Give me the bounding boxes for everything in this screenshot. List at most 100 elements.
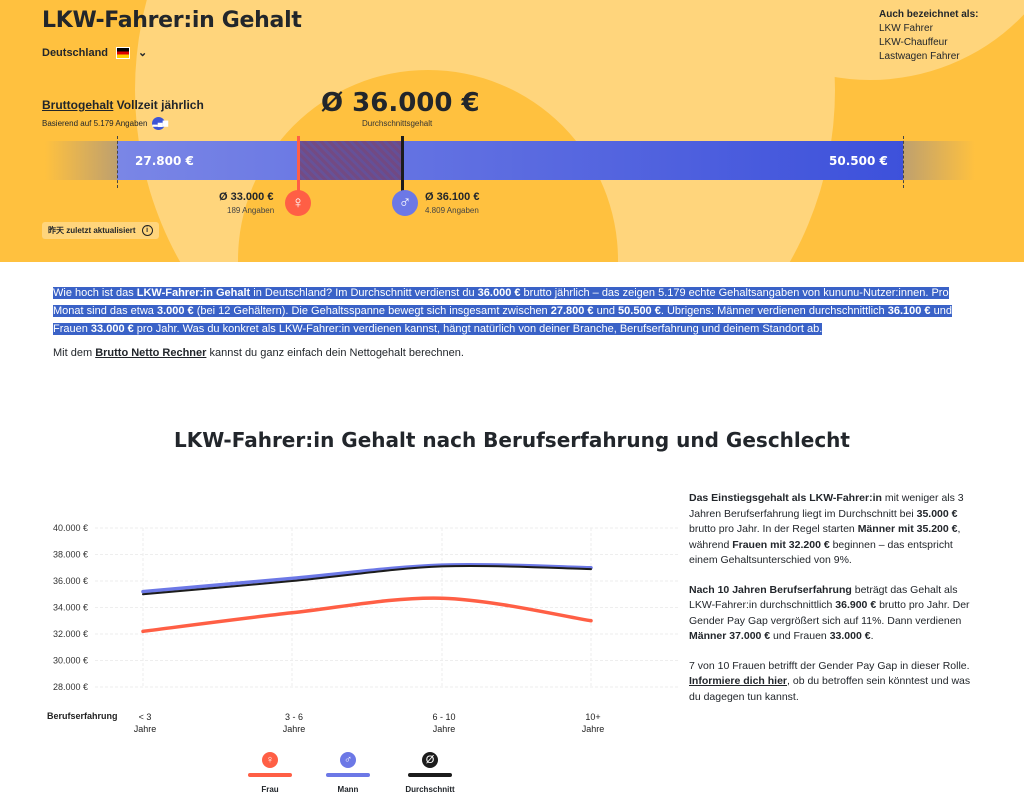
text-segment: 7 von 10 Frauen betrifft der Gender Pay … xyxy=(689,659,970,672)
average-icon: Ø xyxy=(422,752,438,768)
rechner-pre: Mit dem xyxy=(53,347,96,359)
male-icon: ♂ xyxy=(340,752,356,768)
text-segment: brutto pro Jahr. In der Regel starten xyxy=(689,523,858,535)
country-label: Deutschland xyxy=(42,46,109,59)
salary-hero: LKW-Fahrer:in Gehalt Deutschland ⌄ Auch b… xyxy=(0,0,1024,262)
bar-fade-right xyxy=(903,141,975,180)
text-segment: . xyxy=(870,630,874,642)
series-line-frau xyxy=(141,596,593,634)
text-segment: Frauen mit 32.200 € xyxy=(732,538,830,551)
section-title: LKW-Fahrer:in Gehalt nach Berufserfahrun… xyxy=(174,428,850,452)
basis: Basierend auf 5.179 Angaben ▂▄▆ xyxy=(42,117,168,130)
aka-item: LKW Fahrer xyxy=(879,23,933,34)
chart-bars-icon[interactable]: ▂▄▆ xyxy=(152,117,168,130)
text-segment: 36.100 € xyxy=(887,305,931,317)
y-tick-label: 36.000 € xyxy=(53,576,88,586)
text-segment: beginnen – das entspricht einem Gehaltsu… xyxy=(689,538,953,567)
pay-gap-paragraph: 7 von 10 Frauen betrifft der Gender Pay … xyxy=(689,659,981,706)
info-icon[interactable]: i xyxy=(141,225,153,236)
entry-salary-paragraph: Das Einstiegsgehalt als LKW-Fahrer:in mi… xyxy=(689,491,981,569)
updated-text: 昨天 zuletzt aktualisiert xyxy=(48,226,136,235)
text-segment: Nach 10 Jahren Berufserfahrung xyxy=(689,583,852,596)
text-segment: 36.000 € xyxy=(477,287,521,299)
text-segment: 33.000 € xyxy=(90,323,134,335)
legend-swatch xyxy=(326,773,370,777)
male-count: 4.809 Angaben xyxy=(425,206,479,215)
legend-label: Durchschnitt xyxy=(405,785,455,794)
legend-swatch xyxy=(248,773,292,777)
page-title: LKW-Fahrer:in Gehalt xyxy=(42,8,302,33)
y-tick-label: 40.000 € xyxy=(53,523,88,533)
text-segment: Männer 37.000 € xyxy=(689,630,771,642)
min-salary: 27.800 € xyxy=(135,154,194,168)
x-tick-label: Jahre xyxy=(433,724,456,734)
aka-title: Auch bezeichnet als: xyxy=(879,9,979,20)
ten-years-paragraph: Nach 10 Jahren Berufserfahrung beträgt d… xyxy=(689,583,981,645)
x-tick-label: Jahre xyxy=(134,724,157,734)
intro-selected-text: Wie hoch ist das LKW-Fahrer:in Gehalt in… xyxy=(53,287,952,335)
text-segment: brutto pro Jahr. Der Gender Pay Gap verg… xyxy=(689,599,970,627)
female-icon: ♀ xyxy=(285,190,311,216)
link[interactable]: Informiere dich hier xyxy=(689,675,788,687)
salary-type-label: Vollzeit jährlich xyxy=(116,98,204,112)
text-segment: , ob du betroffen sein könntest und was … xyxy=(689,675,971,703)
text-segment: mit weniger als 3 Jahren Berufserfahrung… xyxy=(689,492,964,520)
average-label: Durchschnittsgehalt xyxy=(362,119,433,128)
salary-type: Bruttogehalt Vollzeit jährlich xyxy=(42,98,204,112)
text-segment: (bei 12 Gehältern). Die Gehaltsspanne be… xyxy=(193,305,551,317)
series-line-durchschnitt xyxy=(142,564,592,596)
text-segment: LKW-Fahrer:in Gehalt xyxy=(136,287,251,299)
text-segment: und xyxy=(593,305,619,317)
intro-text: Wie hoch ist das LKW-Fahrer:in Gehalt in… xyxy=(53,284,973,338)
text-segment: und Frauen xyxy=(770,630,830,642)
divider xyxy=(40,382,980,390)
legend-label: Mann xyxy=(337,785,359,794)
bruttogehalt-link[interactable]: Bruttogehalt xyxy=(42,98,114,112)
text-segment: Wie hoch ist das xyxy=(53,287,137,299)
text-segment: Männer mit 35.200 € xyxy=(857,523,958,535)
text-segment: , während xyxy=(689,523,961,551)
text-segment: 27.800 € xyxy=(550,305,594,317)
female-average: Ø 33.000 € xyxy=(219,191,274,203)
text-segment: 50.500 € xyxy=(618,305,661,317)
y-tick-label: 28.000 € xyxy=(53,682,88,692)
gender-gap-hatch xyxy=(298,141,404,180)
y-tick-label: 32.000 € xyxy=(53,629,88,639)
legend-item-durchschnitt[interactable]: Ø Durchschnitt xyxy=(400,752,460,794)
aka-item: Lastwagen Fahrer xyxy=(879,51,960,62)
average-marker xyxy=(401,136,404,192)
text-segment: . Übrigens: Männer verdienen durchschnit… xyxy=(660,305,888,317)
experience-chart: 28.000 € 30.000 € 32.000 € 34.000 € 36.000 €… xyxy=(47,523,680,734)
max-marker xyxy=(903,136,904,188)
legend-swatch xyxy=(408,773,452,777)
basis-text: Basierend auf 5.179 Angaben xyxy=(42,119,148,128)
text-segment: pro Jahr. Was du konkret als LKW-Fahrer:… xyxy=(133,323,823,335)
male-average: Ø 36.100 € xyxy=(425,191,480,203)
text-segment: beträgt das Gehalt als LKW-Fahrer:in dur… xyxy=(689,583,958,612)
text-segment: 35.000 € xyxy=(916,507,958,520)
female-count: 189 Angaben xyxy=(227,206,275,215)
female-icon: ♀ xyxy=(262,752,278,768)
text-segment: 3.000 € xyxy=(156,305,194,317)
chevron-down-icon: ⌄ xyxy=(138,47,148,59)
brutto-netto-rechner-link[interactable]: Brutto Netto Rechner xyxy=(95,347,207,359)
series-line-mann xyxy=(141,562,593,594)
text-segment: in Deutschland? Im Durchschnitt verdiens… xyxy=(250,287,478,299)
text-segment: und Frauen xyxy=(53,305,952,335)
country-select[interactable]: Deutschland ⌄ xyxy=(42,46,147,59)
rechner-post: kannst du ganz einfach dein Nettogehalt … xyxy=(206,347,464,359)
legend-item-frau[interactable]: ♀ Frau xyxy=(240,752,300,794)
female-marker xyxy=(297,136,300,196)
legend-item-mann[interactable]: ♂ Mann xyxy=(318,752,378,794)
x-tick-label: < 3 xyxy=(139,712,152,722)
text-segment: 33.000 € xyxy=(829,630,871,642)
experience-summary: Das Einstiegsgehalt als LKW-Fahrer:in mi… xyxy=(689,491,981,719)
rechner-text: Mit dem Brutto Netto Rechner kannst du g… xyxy=(53,347,464,359)
x-tick-label: 10+ xyxy=(585,712,600,722)
male-icon: ♂ xyxy=(392,190,418,216)
min-marker xyxy=(117,136,118,188)
y-tick-label: 34.000 € xyxy=(53,603,88,613)
max-salary: 50.500 € xyxy=(829,154,888,168)
legend-label: Frau xyxy=(261,785,279,794)
y-tick-label: 38.000 € xyxy=(53,550,88,560)
